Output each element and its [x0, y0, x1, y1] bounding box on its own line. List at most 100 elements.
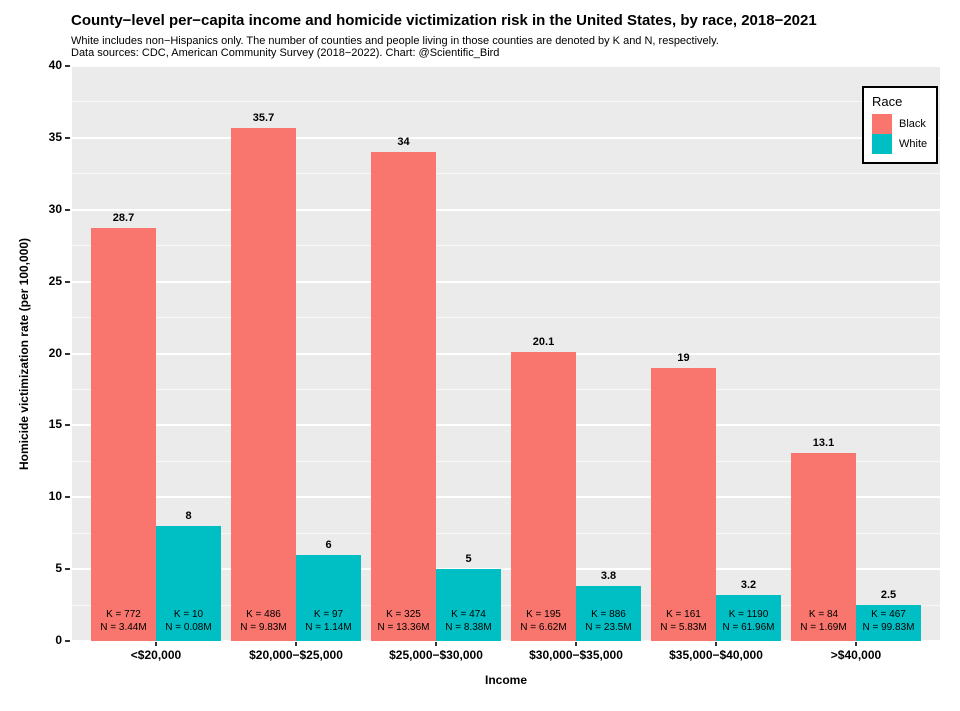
bar-white-2 — [436, 569, 501, 641]
bar-count-label: K = 886 N = 23.5M — [576, 609, 641, 634]
gridline-major — [72, 568, 940, 571]
bar-black-1 — [231, 127, 296, 641]
bar-count-label: K = 161 N = 5.83M — [651, 609, 716, 634]
county-count: K = 467 — [871, 609, 906, 620]
y-tick-label: 25 — [48, 273, 62, 288]
bar-value-label: 2.5 — [880, 589, 897, 602]
bar-white-1 — [296, 554, 361, 641]
bar-value-label: 5 — [465, 553, 472, 566]
legend-swatch-black — [872, 114, 892, 134]
gridline-minor — [72, 101, 940, 103]
population-count: N = 9.83M — [240, 621, 287, 633]
y-tick-label: 15 — [48, 417, 62, 432]
population-count: N = 1.69M — [800, 621, 847, 633]
bar-white-3 — [576, 586, 641, 641]
x-axis-title: Income — [484, 673, 527, 687]
y-tick-mark — [65, 280, 70, 283]
bar-count-label: K = 486 N = 9.83M — [231, 609, 296, 634]
bar-black-4 — [651, 367, 716, 641]
x-tick-mark — [295, 641, 297, 646]
bar-value-label: 35.7 — [252, 111, 275, 124]
population-count: N = 99.83M — [862, 621, 915, 633]
gridline-major — [72, 136, 940, 139]
bar-value-label: 8 — [185, 510, 192, 522]
population-count: N = 13.36M — [377, 621, 430, 633]
bar-count-label: K = 325 N = 13.36M — [371, 609, 436, 634]
bar-value-label: 19 — [677, 351, 690, 364]
x-tick-mark — [435, 641, 437, 646]
population-count: N = 6.62M — [520, 621, 567, 633]
population-count: N = 1.14M — [305, 621, 352, 633]
population-count: N = 3.44M — [100, 621, 147, 633]
bar-value-label: 3.8 — [600, 570, 617, 583]
county-count: K = 10 — [173, 609, 204, 620]
county-count: K = 195 — [526, 609, 561, 620]
population-count: N = 61.96M — [722, 621, 775, 633]
y-tick-label: 20 — [48, 345, 62, 360]
x-tick-label: $35,000−$40,000 — [669, 648, 763, 662]
gridline-minor — [72, 604, 940, 606]
x-tick-mark — [715, 641, 717, 646]
bar-black-2 — [371, 152, 436, 641]
gridline-minor — [72, 245, 940, 247]
bar-value-label: 6 — [325, 538, 332, 551]
legend-title: Race — [872, 94, 903, 109]
y-tick-mark — [65, 352, 70, 355]
gridline-major — [72, 496, 940, 499]
y-tick-mark — [65, 640, 70, 642]
y-tick-label: 30 — [48, 201, 62, 216]
county-count: K = 486 — [246, 609, 281, 620]
bar-count-label: K = 474 N = 8.38M — [436, 609, 501, 634]
y-tick-mark — [65, 424, 70, 427]
y-tick-label: 10 — [48, 489, 62, 504]
y-tick-mark — [65, 65, 70, 67]
chart-title: County−level per−capita income and homic… — [71, 12, 817, 29]
legend-row-black: Black — [872, 114, 927, 134]
chart-subtitle-line2: Data sources: CDC, American Community Su… — [71, 47, 500, 59]
gridline-major — [72, 424, 940, 427]
x-tick-label: $30,000−$35,000 — [529, 648, 623, 662]
gridline-minor — [72, 388, 940, 390]
y-tick-mark — [65, 568, 70, 571]
population-count: N = 23.5M — [585, 621, 632, 633]
county-count: K = 1190 — [728, 609, 769, 620]
county-count: K = 772 — [106, 609, 141, 620]
bar-value-label: 13.1 — [812, 436, 835, 449]
gridline-major — [72, 280, 940, 283]
bar-white-4 — [716, 595, 781, 641]
bar-count-label: K = 84 N = 1.69M — [791, 609, 856, 634]
legend-label-black: Black — [899, 118, 926, 130]
population-count: N = 8.38M — [445, 621, 492, 633]
bar-count-label: K = 10 N = 0.08M — [156, 609, 221, 634]
y-tick-label: 5 — [55, 561, 62, 576]
gridline-minor — [72, 173, 940, 175]
x-tick-label: <$20,000 — [130, 648, 182, 662]
bar-black-3 — [511, 352, 576, 641]
x-tick-mark — [575, 641, 577, 646]
gridline-major — [72, 208, 940, 211]
bar-value-label: 34 — [397, 136, 410, 149]
y-tick-mark — [65, 496, 70, 499]
gridline-minor — [72, 532, 940, 534]
chart-subtitle-line1: White includes non−Hispanics only. The n… — [71, 35, 719, 47]
gridline-major — [72, 352, 940, 355]
population-count: N = 0.08M — [165, 621, 212, 633]
legend-label-white: White — [899, 138, 928, 150]
bar-white-0 — [156, 526, 221, 641]
x-tick-mark — [155, 641, 157, 646]
bar-count-label: K = 195 N = 6.62M — [511, 609, 576, 634]
bar-value-label: 20.1 — [532, 336, 555, 349]
x-tick-label: $25,000−$30,000 — [389, 648, 483, 662]
x-tick-label: >$40,000 — [830, 648, 882, 662]
y-tick-label: 35 — [48, 129, 62, 144]
bar-white-5 — [856, 605, 921, 641]
bar-count-label: K = 467 N = 99.83M — [856, 609, 921, 634]
bar-count-label: K = 97 N = 1.14M — [296, 609, 361, 634]
bar-count-label: K = 772 N = 3.44M — [91, 609, 156, 634]
y-tick-label: 40 — [48, 58, 62, 72]
y-tick-mark — [65, 208, 70, 211]
bar-black-5 — [791, 452, 856, 641]
bar-count-label: K = 1190 N = 61.96M — [716, 609, 781, 634]
bar-black-0 — [91, 228, 156, 641]
